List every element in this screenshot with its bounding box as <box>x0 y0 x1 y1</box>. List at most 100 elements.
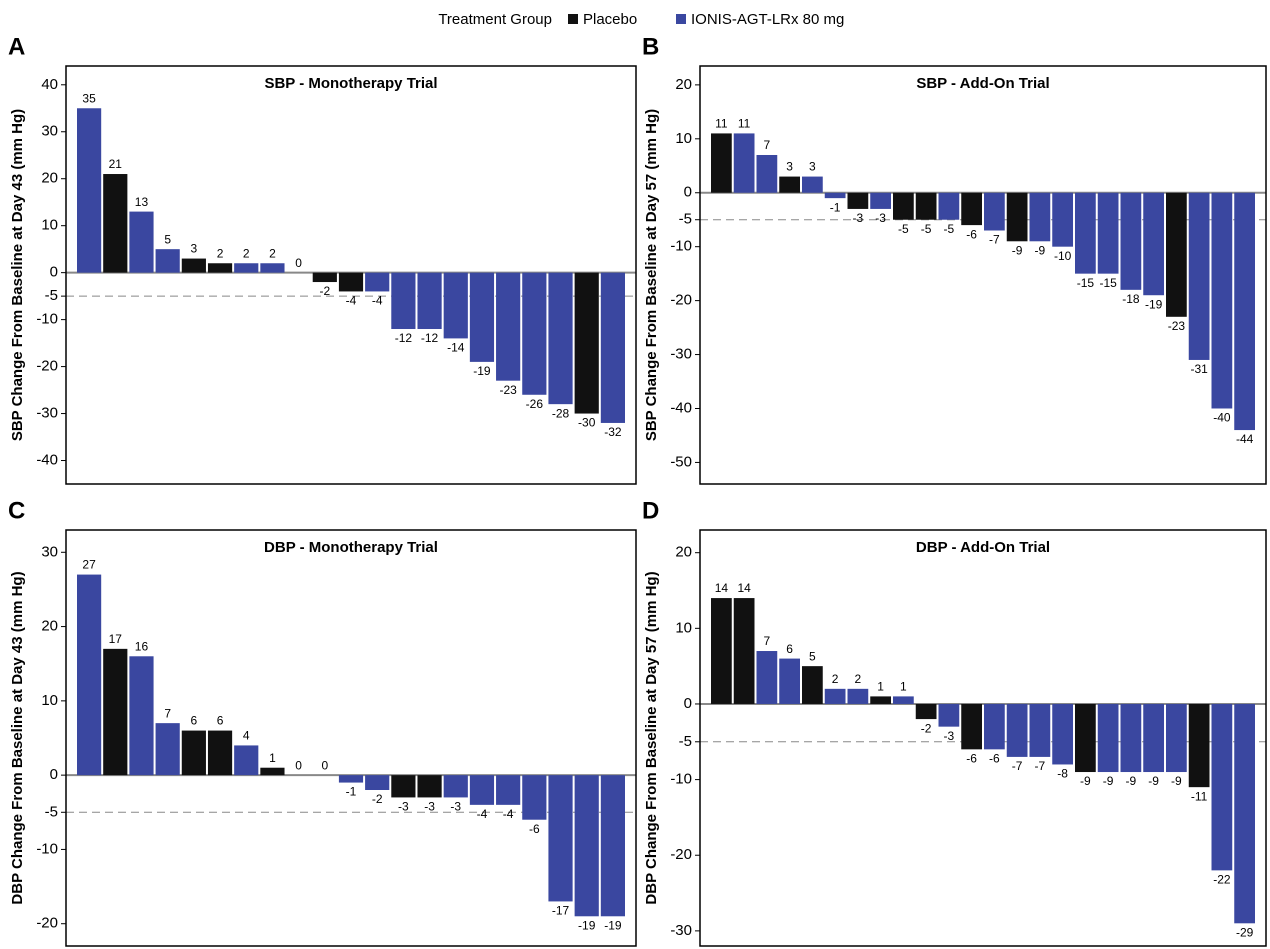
plot-frame <box>699 65 1267 485</box>
bar <box>338 775 364 783</box>
data-label: -12 <box>421 331 439 345</box>
y-tick-label: -10 <box>670 238 692 255</box>
bar <box>260 263 285 273</box>
bar <box>1075 192 1096 274</box>
y-tick-label: -20 <box>36 358 58 375</box>
data-label: -28 <box>552 406 570 420</box>
y-tick-label: 30 <box>41 543 58 560</box>
bar <box>1143 703 1164 773</box>
bar <box>77 574 102 776</box>
y-tick-label: -5 <box>45 287 58 304</box>
y-tick-label: -50 <box>670 453 692 470</box>
bar <box>1166 192 1187 317</box>
bar <box>1234 192 1255 431</box>
bar <box>915 703 937 720</box>
data-label: 2 <box>832 672 839 686</box>
y-tick-label: 10 <box>675 130 692 147</box>
bar <box>756 154 778 193</box>
y-tick-label: -5 <box>679 733 692 750</box>
data-label: -4 <box>477 807 488 821</box>
data-label: -44 <box>1236 432 1254 446</box>
data-label: 1 <box>877 680 884 694</box>
data-label: -10 <box>1054 249 1072 263</box>
bar <box>711 598 732 704</box>
data-label: -17 <box>552 904 570 918</box>
data-label: -2 <box>319 284 330 298</box>
bar <box>779 176 800 193</box>
data-label: 2 <box>269 246 276 260</box>
data-label: 6 <box>217 714 224 728</box>
bar <box>1029 192 1051 242</box>
bar <box>207 730 233 776</box>
bar <box>365 775 390 790</box>
data-label: -1 <box>346 785 357 799</box>
bar <box>129 211 154 273</box>
y-tick-label: 20 <box>41 170 58 187</box>
legend-label: IONIS-AGT-LRx 80 mg <box>691 11 844 28</box>
data-label: -3 <box>944 729 955 743</box>
bar <box>756 651 778 704</box>
data-label: 0 <box>321 758 328 772</box>
bar <box>496 775 521 805</box>
data-label: 3 <box>191 242 198 256</box>
panel-letter: D <box>642 497 659 524</box>
legend-title: Treatment Group <box>438 11 552 28</box>
data-label: -19 <box>604 918 622 932</box>
bar <box>260 767 285 776</box>
y-tick-label: -10 <box>36 840 58 857</box>
data-label: -12 <box>395 331 413 345</box>
bar <box>847 688 869 704</box>
bar <box>961 192 982 226</box>
data-label: -3 <box>398 800 409 814</box>
legend-label: Placebo <box>583 11 637 28</box>
bar <box>1006 703 1028 757</box>
data-label: 13 <box>135 195 149 209</box>
data-label: -23 <box>499 383 517 397</box>
chart-title: SBP - Monotherapy Trial <box>264 75 437 92</box>
y-tick-label: 10 <box>41 692 58 709</box>
data-label: 27 <box>82 558 96 572</box>
bar <box>574 775 599 917</box>
data-label: 16 <box>135 639 149 653</box>
bar <box>870 696 891 704</box>
bar <box>417 775 442 798</box>
bar <box>802 176 823 193</box>
bar <box>548 272 573 405</box>
data-label: -31 <box>1190 362 1208 376</box>
data-label: 7 <box>764 138 771 152</box>
data-label: -3 <box>875 211 886 225</box>
bar <box>1075 703 1096 773</box>
y-tick-label: 20 <box>675 544 692 561</box>
data-label: -1 <box>830 200 841 214</box>
bar <box>574 272 599 414</box>
bar <box>522 272 547 395</box>
panel-letter: A <box>8 33 25 60</box>
bar <box>181 258 206 273</box>
bar <box>1166 703 1187 773</box>
data-label: -9 <box>1148 774 1159 788</box>
bar <box>548 775 573 902</box>
data-label: 4 <box>243 729 250 743</box>
data-label: -26 <box>526 397 544 411</box>
data-label: -22 <box>1213 873 1231 887</box>
data-label: -6 <box>989 752 1000 766</box>
data-label: -15 <box>1077 276 1095 290</box>
data-label: -5 <box>921 222 932 236</box>
chart-title: DBP - Add-On Trial <box>916 539 1050 556</box>
y-tick-label: 20 <box>675 76 692 93</box>
bar <box>961 703 982 750</box>
bar <box>1120 192 1142 290</box>
data-label: -15 <box>1099 276 1117 290</box>
bar <box>938 703 960 727</box>
data-label: 6 <box>786 642 793 656</box>
bar <box>733 133 755 193</box>
bar <box>1097 192 1119 274</box>
bar <box>103 174 128 273</box>
legend-swatch <box>676 14 686 24</box>
bar <box>391 775 416 798</box>
y-tick-label: 20 <box>41 618 58 635</box>
y-tick-label: 40 <box>41 76 58 93</box>
plot-frame <box>65 529 637 947</box>
y-tick-label: -30 <box>36 405 58 422</box>
